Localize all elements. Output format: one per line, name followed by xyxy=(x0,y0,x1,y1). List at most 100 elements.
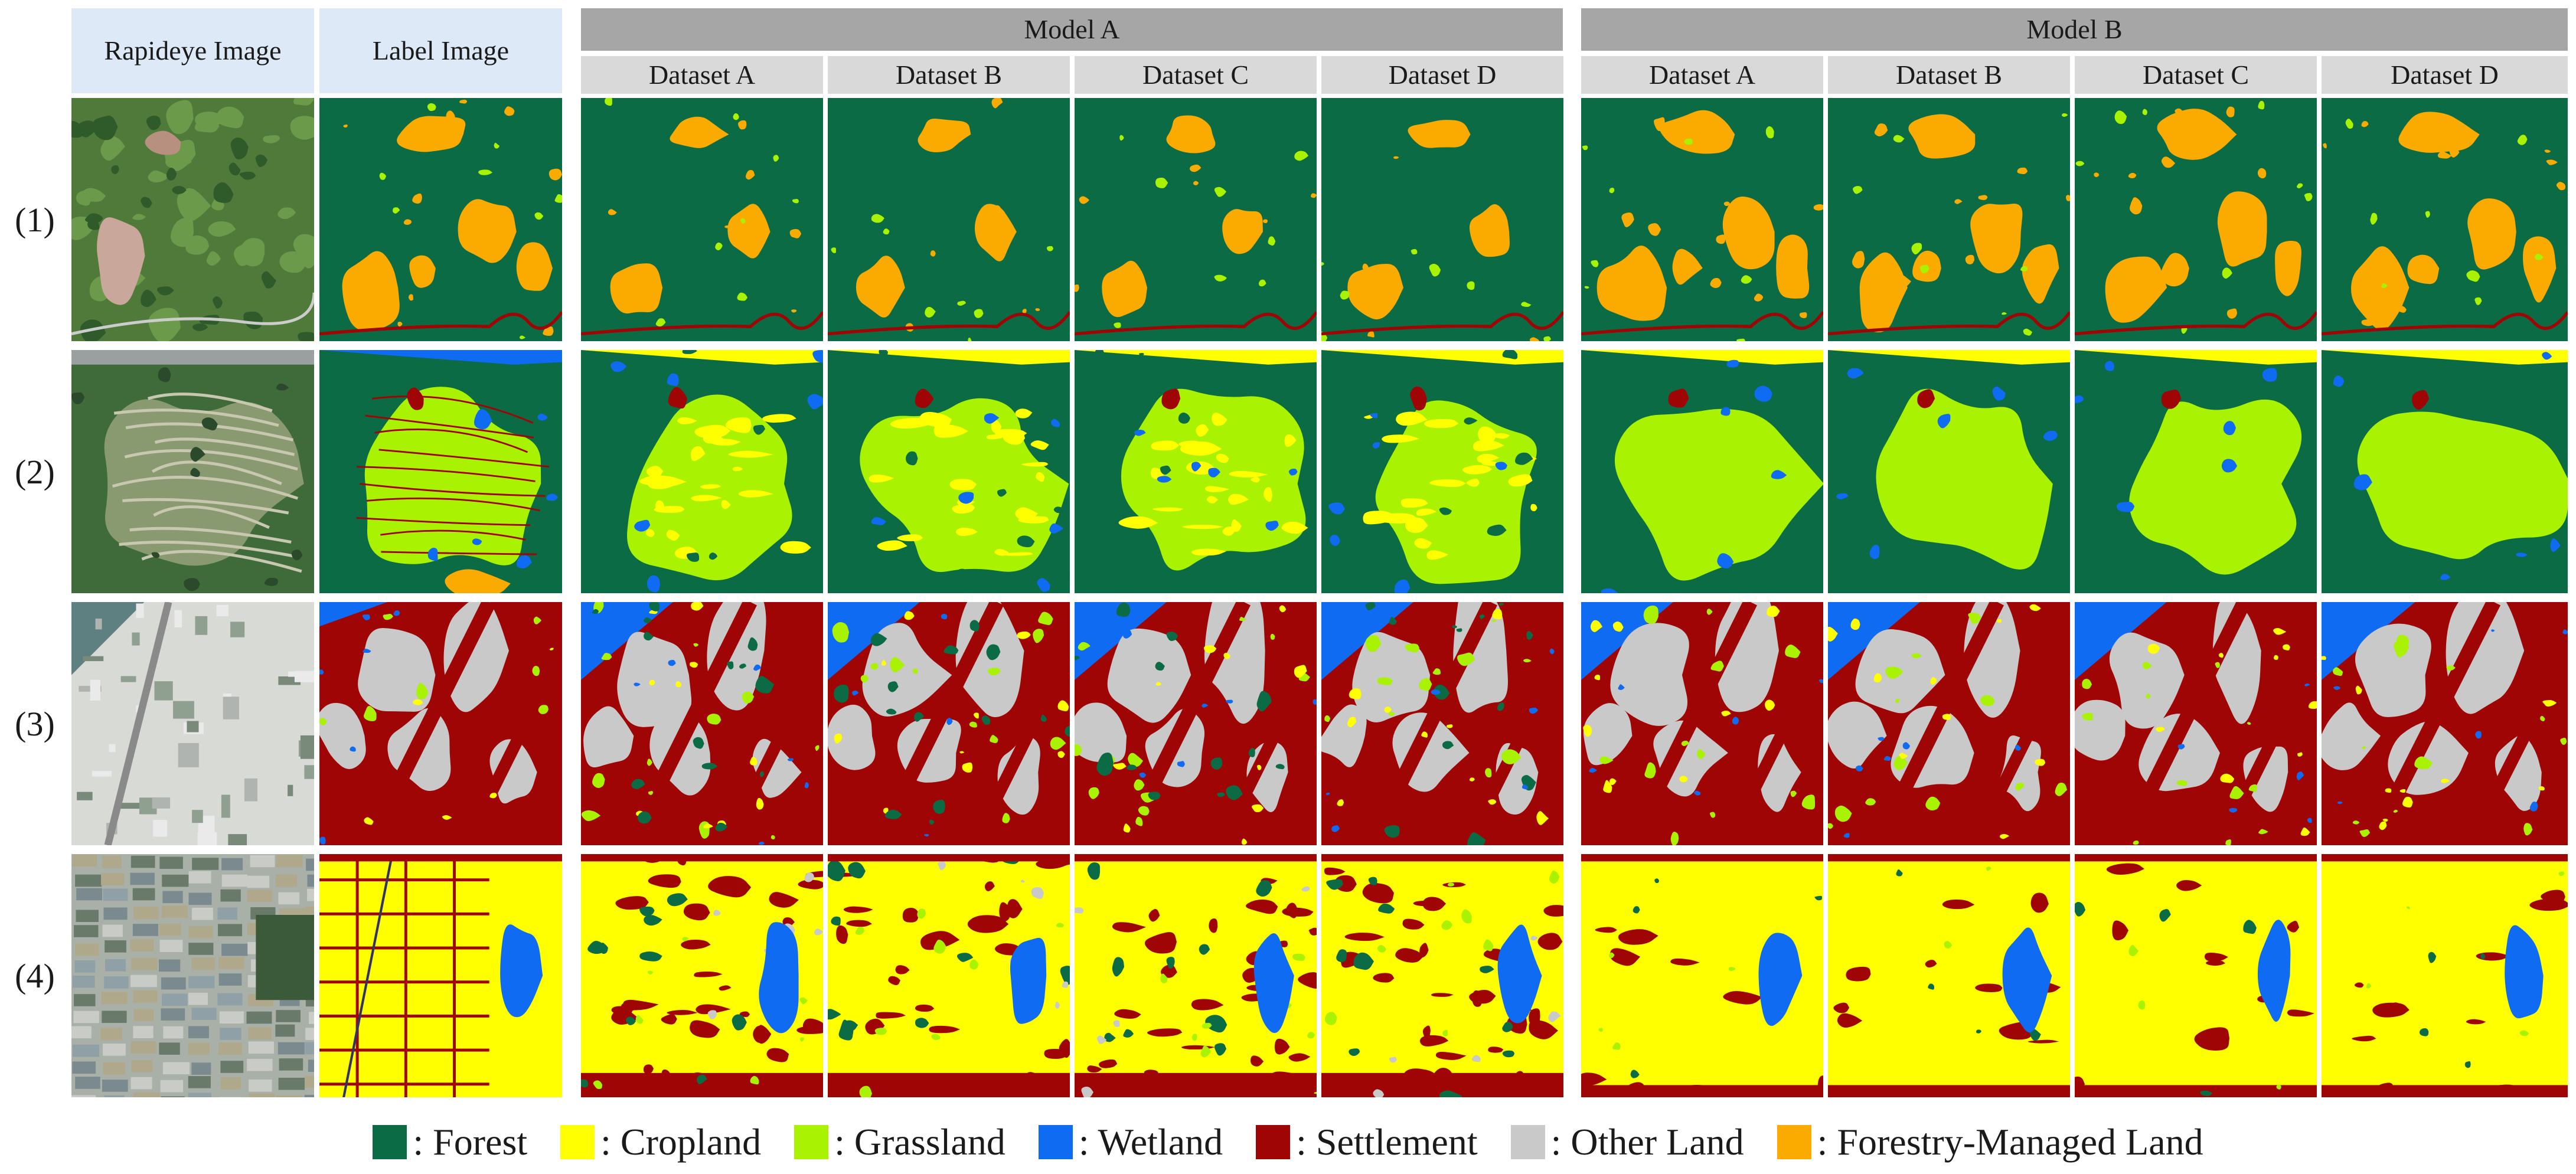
legend-item-forestry-managed-land: : Forestry-Managed Land xyxy=(1777,1120,2203,1164)
tile-row-2-model-b-dataset-c xyxy=(2075,350,2317,593)
tile-row-1-model-a-dataset-b xyxy=(828,98,1070,341)
segmentation-map xyxy=(828,602,1070,845)
segmentation-map xyxy=(1581,350,1823,593)
forest-swatch xyxy=(373,1125,407,1159)
tile-row-4-model-a-dataset-b xyxy=(828,854,1070,1097)
model-a-dataset-a-header: Dataset A xyxy=(581,56,823,94)
legend-label-other-land: : Other Land xyxy=(1550,1121,1744,1163)
model-a-dataset-c-header: Dataset C xyxy=(1075,56,1317,94)
segmentation-map xyxy=(2322,602,2568,845)
legend-label-wetland: : Wetland xyxy=(1078,1121,1223,1163)
tile-row-1-model-a-dataset-d xyxy=(1321,98,1563,341)
legend-item-cropland: : Cropland xyxy=(560,1120,761,1164)
tile-row-2-label xyxy=(319,350,562,593)
satellite-image xyxy=(71,854,314,1097)
tile-row-1-model-b-dataset-a xyxy=(1581,98,1823,341)
other-land-swatch xyxy=(1510,1125,1545,1159)
tile-row-1-model-a-dataset-a xyxy=(581,98,823,341)
satellite-image xyxy=(71,98,314,341)
tile-row-4-label xyxy=(319,854,562,1097)
rapideye-image-header: Rapideye Image xyxy=(71,8,314,93)
segmentation-map xyxy=(1581,602,1823,845)
segmentation-map xyxy=(581,602,823,845)
tile-row-1-rapideye xyxy=(71,98,314,341)
tile-row-3-model-a-dataset-b xyxy=(828,602,1070,845)
tile-row-4-model-b-dataset-c xyxy=(2075,854,2317,1097)
row-label-1: (1) xyxy=(15,200,55,239)
legend-label-settlement: : Settlement xyxy=(1296,1121,1478,1163)
legend-label-forestry-managed-land: : Forestry-Managed Land xyxy=(1817,1121,2203,1163)
segmentation-map xyxy=(319,602,562,845)
segmentation-map xyxy=(2075,602,2317,845)
legend-label-cropland: : Cropland xyxy=(600,1121,762,1163)
model-b-dataset-a-header: Dataset A xyxy=(1581,56,1823,94)
segmentation-map xyxy=(1321,98,1563,341)
legend-label-grassland: : Grassland xyxy=(834,1121,1005,1163)
model-a-dataset-b-header: Dataset B xyxy=(828,56,1070,94)
tile-row-3-rapideye xyxy=(71,602,314,845)
legend-item-other-land: : Other Land xyxy=(1510,1120,1744,1164)
segmentation-map xyxy=(1581,854,1823,1097)
model-b-dataset-b-header: Dataset B xyxy=(1828,56,2070,94)
forestry-managed-land-swatch xyxy=(1777,1125,1811,1159)
tile-row-2-model-a-dataset-c xyxy=(1075,350,1317,593)
tile-row-3-model-a-dataset-c xyxy=(1075,602,1317,845)
segmentation-map xyxy=(2075,98,2317,341)
tile-row-4-rapideye xyxy=(71,854,314,1097)
row-label-3: (3) xyxy=(15,704,55,743)
tile-row-4-model-b-dataset-a xyxy=(1581,854,1823,1097)
segmentation-map xyxy=(1321,602,1563,845)
settlement-swatch xyxy=(1256,1125,1291,1159)
legend-item-grassland: : Grassland xyxy=(794,1120,1005,1164)
legend-label-forest: : Forest xyxy=(413,1121,528,1163)
segmentation-map xyxy=(1075,854,1317,1097)
segmentation-map xyxy=(1321,350,1563,593)
segmentation-map xyxy=(1581,98,1823,341)
model-a-header: Model A xyxy=(581,8,1563,51)
grassland-swatch xyxy=(794,1125,829,1159)
model-a-dataset-d-header: Dataset D xyxy=(1321,56,1563,94)
tile-row-1-model-b-dataset-d xyxy=(2322,98,2568,341)
legend-item-settlement: : Settlement xyxy=(1256,1120,1478,1164)
tile-row-3-label xyxy=(319,602,562,845)
legend-item-forest: : Forest xyxy=(373,1120,527,1164)
tile-row-2-rapideye xyxy=(71,350,314,593)
segmentation-map xyxy=(581,854,823,1097)
segmentation-map xyxy=(2322,98,2568,341)
segmentation-map xyxy=(1828,98,2070,341)
cropland-swatch xyxy=(560,1125,595,1159)
segmentation-map xyxy=(2075,854,2317,1097)
tile-row-4-model-a-dataset-c xyxy=(1075,854,1317,1097)
segmentation-map xyxy=(1075,350,1317,593)
segmentation-map xyxy=(1828,854,2070,1097)
tile-row-1-model-b-dataset-c xyxy=(2075,98,2317,341)
segmentation-map xyxy=(581,350,823,593)
segmentation-map xyxy=(2322,350,2568,593)
legend-item-wetland: : Wetland xyxy=(1038,1120,1223,1164)
row-label-4: (4) xyxy=(15,956,55,995)
segmentation-map xyxy=(319,350,562,593)
tile-row-1-label xyxy=(319,98,562,341)
tile-row-4-model-a-dataset-d xyxy=(1321,854,1563,1097)
tile-row-4-model-b-dataset-d xyxy=(2322,854,2568,1097)
tile-row-3-model-b-dataset-d xyxy=(2322,602,2568,845)
legend: : Forest : Cropland : Grassland : Wetlan… xyxy=(0,1119,2576,1166)
segmentation-map xyxy=(1075,602,1317,845)
segmentation-map xyxy=(319,854,562,1097)
segmentation-map xyxy=(828,854,1070,1097)
segmentation-map xyxy=(1075,98,1317,341)
segmentation-map xyxy=(581,98,823,341)
model-b-dataset-c-header: Dataset C xyxy=(2075,56,2317,94)
model-b-header: Model B xyxy=(1581,8,2568,51)
tile-row-3-model-b-dataset-a xyxy=(1581,602,1823,845)
tile-row-4-model-a-dataset-a xyxy=(581,854,823,1097)
segmentation-map xyxy=(1828,602,2070,845)
tile-row-1-model-b-dataset-b xyxy=(1828,98,2070,341)
segmentation-map xyxy=(319,98,562,341)
segmentation-map xyxy=(2322,854,2568,1097)
tile-row-2-model-b-dataset-a xyxy=(1581,350,1823,593)
tile-row-2-model-a-dataset-b xyxy=(828,350,1070,593)
tile-row-2-model-b-dataset-b xyxy=(1828,350,2070,593)
segmentation-map xyxy=(1321,854,1563,1097)
satellite-image xyxy=(71,602,314,845)
